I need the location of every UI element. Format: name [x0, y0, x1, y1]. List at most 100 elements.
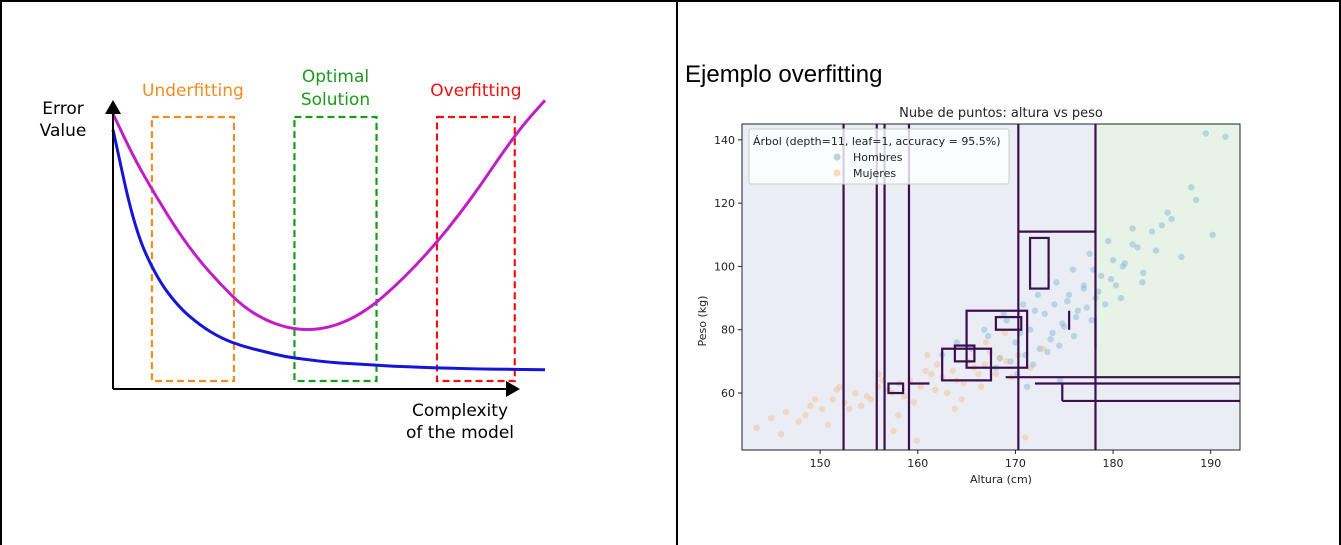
mujeres-point [982, 339, 990, 346]
region-box-overfitting [435, 115, 516, 383]
decision-boundary [887, 382, 905, 395]
hombres-point [1121, 260, 1128, 267]
x-tick-label: 180 [1103, 457, 1124, 470]
hombres-point [1080, 282, 1087, 289]
hombres-point [1049, 329, 1056, 337]
region-box-underfitting [150, 115, 236, 383]
hombres-point [1119, 263, 1126, 270]
legend-label-mujeres: Mujeres [853, 167, 896, 180]
mujeres-point [857, 402, 865, 409]
region-tint [1095, 124, 1240, 381]
hombres-point [1020, 301, 1027, 308]
hombres-point [1222, 133, 1229, 140]
mujeres-point [833, 386, 840, 394]
hombres-point [1134, 244, 1141, 251]
mujeres-point [928, 370, 935, 378]
mujeres-point [1039, 345, 1046, 352]
mujeres-point [895, 412, 902, 419]
x-tick-label: 150 [810, 457, 831, 470]
mujeres-point [975, 370, 982, 378]
decision-boundary [965, 309, 1029, 369]
hombres-point [1178, 253, 1185, 261]
legend-marker-hombres [833, 153, 841, 161]
hombres-point [1044, 348, 1051, 356]
mujeres-point [782, 408, 790, 416]
hombres-point [1088, 317, 1095, 324]
region-label-2-0: Overfitting [430, 81, 521, 101]
hombres-point [1059, 320, 1066, 327]
mujeres-point [824, 421, 832, 428]
mujeres-point [829, 396, 836, 403]
hombres-point [1202, 130, 1209, 137]
hombres-point [1064, 298, 1071, 305]
region-label-0-0: Underfitting [142, 81, 244, 101]
y-label-line-0: Error [42, 99, 83, 119]
hombres-point [981, 326, 988, 333]
hombres-point [1026, 326, 1034, 333]
x-axis-label: Altura (cm) [970, 473, 1032, 486]
y-label-line-1: Value [40, 121, 87, 141]
mujeres-point [867, 396, 875, 403]
mujeres-point [910, 399, 918, 406]
hombres-point [1057, 377, 1064, 384]
hombres-point [1012, 339, 1019, 346]
panel-divider [676, 0, 678, 545]
mujeres-point [846, 405, 853, 413]
region-label-1-0: Optimal [302, 67, 369, 87]
region-box-optimal-solution [293, 115, 378, 383]
hombres-point [1056, 342, 1063, 349]
decision-boundary [941, 347, 993, 382]
hombres-point [1107, 275, 1115, 283]
hombres-point [996, 355, 1003, 362]
mujeres-point [863, 393, 871, 400]
hombres-point [1139, 279, 1146, 286]
hombres-point [1117, 294, 1125, 302]
hombres-point [953, 339, 960, 346]
mujeres-point [981, 361, 989, 368]
training-error-curve [111, 129, 546, 372]
mujeres-point [1026, 364, 1034, 371]
hombres-point [1188, 184, 1195, 191]
mujeres-point [818, 405, 826, 413]
hombres-point [1112, 282, 1120, 289]
mujeres-point [934, 361, 941, 368]
mujeres-point [1001, 329, 1008, 337]
mujeres-point [924, 351, 931, 359]
height-weight-scatter-chart: Nube de puntos: altura vs peso 150 160 170… [696, 106, 1241, 486]
legend-label-hombres: Hombres [853, 151, 903, 164]
mujeres-point [978, 383, 985, 390]
mujeres-point [795, 418, 802, 425]
mujeres-point [777, 431, 785, 438]
hombres-point [1003, 317, 1010, 324]
mujeres-point [807, 402, 814, 409]
mujeres-point [992, 370, 1000, 378]
x-label-line-1: of the model [406, 423, 514, 443]
y-tick-label: 100 [714, 260, 735, 273]
chart-title: Nube de puntos: altura vs peso [899, 106, 1103, 121]
x-label-line-0: Complexity [412, 401, 508, 421]
x-tick-label: 160 [907, 457, 928, 470]
y-tick-label: 140 [714, 134, 735, 147]
hombres-point [1129, 225, 1136, 232]
mujeres-point [917, 383, 924, 390]
decision-boundary [1028, 236, 1050, 290]
region-label-1-1: Solution [301, 90, 370, 110]
decision-boundary [994, 315, 1023, 331]
mujeres-point [932, 386, 939, 394]
panel-heading: Ejemplo overfitting [685, 61, 883, 88]
hombres-point [1152, 247, 1160, 254]
hombres-point [1036, 345, 1043, 352]
mujeres-point [960, 380, 967, 387]
mujeres-point [1003, 358, 1010, 365]
legend-title: Árbol (depth=11, leaf=1, accuracy = 95.5… [753, 135, 1001, 148]
hombres-point [1031, 307, 1039, 314]
hombres-point [1041, 310, 1048, 318]
hombres-point [1023, 383, 1031, 390]
hombres-point [1209, 231, 1216, 238]
mujeres-point [1022, 434, 1029, 441]
hombres-point [1007, 358, 1014, 365]
hombres-point [1083, 304, 1090, 311]
